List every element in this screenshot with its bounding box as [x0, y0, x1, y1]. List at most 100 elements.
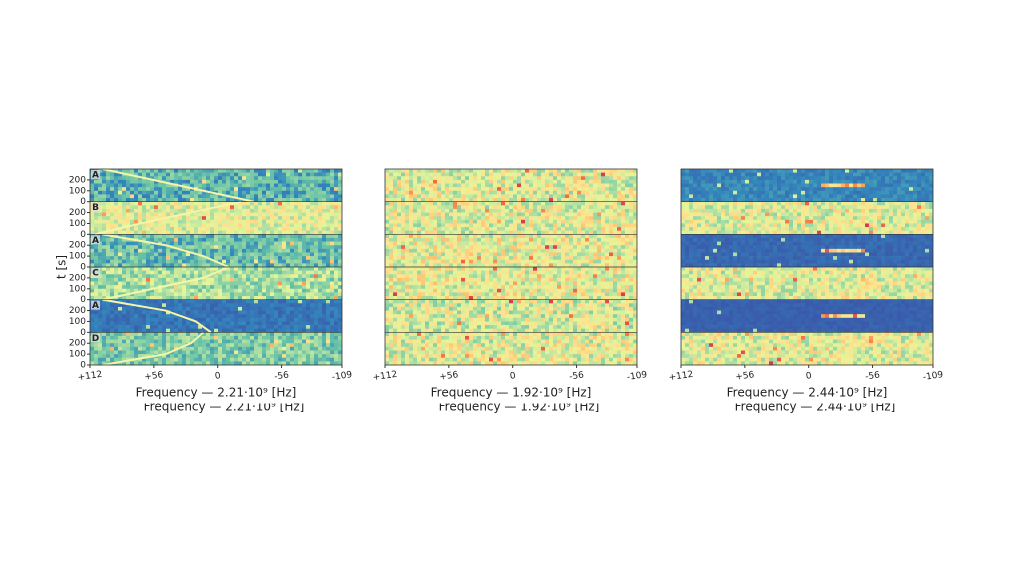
heatmap-cell: [409, 242, 413, 246]
heatmap-cell: [230, 289, 234, 293]
heatmap-cell: [158, 213, 162, 217]
heatmap-cell: [529, 205, 533, 209]
heatmap-cell: [258, 292, 262, 296]
heatmap-cell: [282, 242, 286, 246]
heatmap-cell: [174, 340, 178, 344]
heatmap-cell: [254, 336, 258, 340]
heatmap-cell: [190, 274, 194, 278]
heatmap-cell: [274, 220, 278, 224]
heatmap-cell: [322, 205, 326, 209]
heatmap-cell: [266, 194, 270, 198]
heatmap-cell: [222, 256, 226, 260]
heatmap-cell: [102, 307, 106, 311]
heatmap-cell: [409, 184, 413, 188]
heatmap-cell: [501, 209, 505, 213]
heatmap-cell: [334, 169, 338, 173]
heatmap-cell: [326, 274, 330, 278]
heatmap-cell: [282, 278, 286, 282]
heatmap-cell: [106, 285, 110, 289]
heatmap-cell: [513, 249, 517, 253]
heatmap-cell: [114, 285, 118, 289]
heatmap-cell: [609, 234, 613, 238]
heatmap-cell: [258, 347, 262, 351]
heatmap-cell: [473, 176, 477, 180]
heatmap-cell: [597, 173, 601, 177]
heatmap-cell: [106, 194, 110, 198]
heatmap-cell: [310, 180, 314, 184]
heatmap-cell: [330, 187, 334, 191]
y-tick-label: 200: [69, 339, 86, 349]
heatmap-cell: [469, 194, 473, 198]
heatmap-cell: [473, 209, 477, 213]
heatmap-cell: [497, 227, 501, 231]
heatmap-cell: [501, 191, 505, 195]
heatmap-cell: [477, 223, 481, 227]
heatmap-cell: [326, 180, 330, 184]
heatmap-cell: [242, 311, 246, 315]
heatmap-cell: [98, 194, 102, 198]
heatmap-cell: [150, 336, 154, 340]
heatmap-cell: [330, 213, 334, 217]
heatmap-cell: [505, 169, 509, 173]
heatmap-cell: [206, 347, 210, 351]
heatmap-cell: [389, 202, 393, 206]
heatmap-cell: [270, 223, 274, 227]
heatmap-cell: [453, 194, 457, 198]
heatmap-cell: [122, 267, 126, 271]
heatmap-cell: [326, 336, 330, 340]
heatmap-cell: [286, 274, 290, 278]
heatmap-cell: [517, 242, 521, 246]
heatmap-cell: [98, 256, 102, 260]
heatmap-cell: [286, 260, 290, 264]
heatmap-cell: [150, 194, 154, 198]
heatmap-cell: [537, 252, 541, 256]
heatmap-cell: [102, 227, 106, 231]
heatmap-cell: [242, 325, 246, 329]
heatmap-cell: [286, 194, 290, 198]
heatmap-cell: [290, 238, 294, 242]
heatmap-cell: [258, 249, 262, 253]
heatmap-cell: [314, 350, 318, 354]
heatmap-cell: [429, 184, 433, 188]
heatmap-cell: [565, 227, 569, 231]
heatmap-cell: [306, 180, 310, 184]
heatmap-cell: [501, 194, 505, 198]
heatmap-cell: [130, 245, 134, 249]
heatmap-cell: [429, 252, 433, 256]
heatmap-cell: [150, 318, 154, 322]
heatmap-cell: [290, 213, 294, 217]
heatmap-cell: [473, 242, 477, 246]
heatmap-cell: [437, 194, 441, 198]
heatmap-cell: [230, 347, 234, 351]
heatmap-cell: [294, 242, 298, 246]
heatmap-cell: [310, 209, 314, 213]
heatmap-cell: [102, 321, 106, 325]
heatmap-cell: [298, 347, 302, 351]
heatmap-cell: [393, 202, 397, 206]
heatmap-cell: [222, 354, 226, 358]
heatmap-cell: [226, 242, 230, 246]
heatmap-cell: [477, 205, 481, 209]
heatmap-cell: [250, 238, 254, 242]
heatmap-cell: [385, 202, 389, 206]
heatmap-cell: [262, 223, 266, 227]
heatmap-cell: [425, 245, 429, 249]
heatmap-cell: [138, 332, 142, 336]
heatmap-cell: [565, 184, 569, 188]
heatmap-cell: [282, 220, 286, 224]
heatmap-cell: [126, 267, 130, 271]
heatmap-cell: [306, 220, 310, 224]
heatmap-cell: [262, 314, 266, 318]
heatmap-cell: [278, 321, 282, 325]
heatmap-cell: [609, 205, 613, 209]
heatmap-cell: [517, 245, 521, 249]
heatmap-cell: [254, 354, 258, 358]
heatmap-cell: [178, 350, 182, 354]
heatmap-cell: [150, 282, 154, 286]
heatmap-cell: [306, 252, 310, 256]
heatmap-cell: [142, 282, 146, 286]
heatmap-cell: [302, 169, 306, 173]
heatmap-cell: [633, 216, 637, 220]
heatmap-cell: [322, 307, 326, 311]
heatmap-cell: [242, 194, 246, 198]
